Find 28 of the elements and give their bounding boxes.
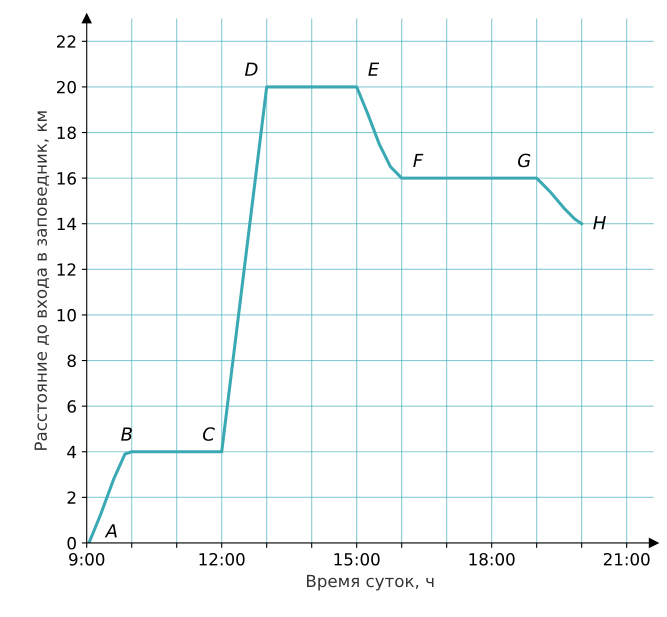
- y-tick-label: 0: [67, 536, 76, 550]
- x-axis-title: Время суток, ч: [307, 574, 434, 590]
- y-tick-label: 10: [58, 308, 76, 322]
- annotation: H: [593, 216, 606, 230]
- y-tick-label: 8: [68, 354, 76, 368]
- y-tick-label: 14: [58, 218, 76, 230]
- annotation: E: [368, 62, 380, 76]
- y-tick-label: 22: [57, 35, 76, 48]
- x-tick-label: 18:00: [469, 552, 515, 566]
- x-tick-label: 12:00: [200, 552, 245, 566]
- x-tick-label: 9:00: [69, 552, 104, 566]
- x-tick-label: 15:00: [334, 552, 380, 566]
- annotation: F: [413, 154, 424, 168]
- y-axis-title: Расстояние до входа в заповедник, км: [34, 111, 50, 450]
- line-series: [87, 85, 584, 543]
- annotation: G: [518, 154, 530, 168]
- annotation: C: [203, 427, 215, 441]
- y-tick-label: 20: [57, 80, 76, 94]
- y-tick-label: 4: [67, 446, 76, 458]
- y-tick-label: 2: [68, 491, 76, 504]
- annotation: B: [121, 427, 132, 441]
- y-tick-label: 6: [68, 400, 76, 413]
- annotation: A: [104, 524, 117, 538]
- x-tick-label: 21:00: [604, 552, 650, 566]
- y-tick-label: 18: [58, 126, 76, 140]
- y-tick-label: 12: [58, 263, 76, 276]
- annotation: D: [244, 62, 258, 76]
- y-tick-label: 16: [58, 172, 76, 185]
